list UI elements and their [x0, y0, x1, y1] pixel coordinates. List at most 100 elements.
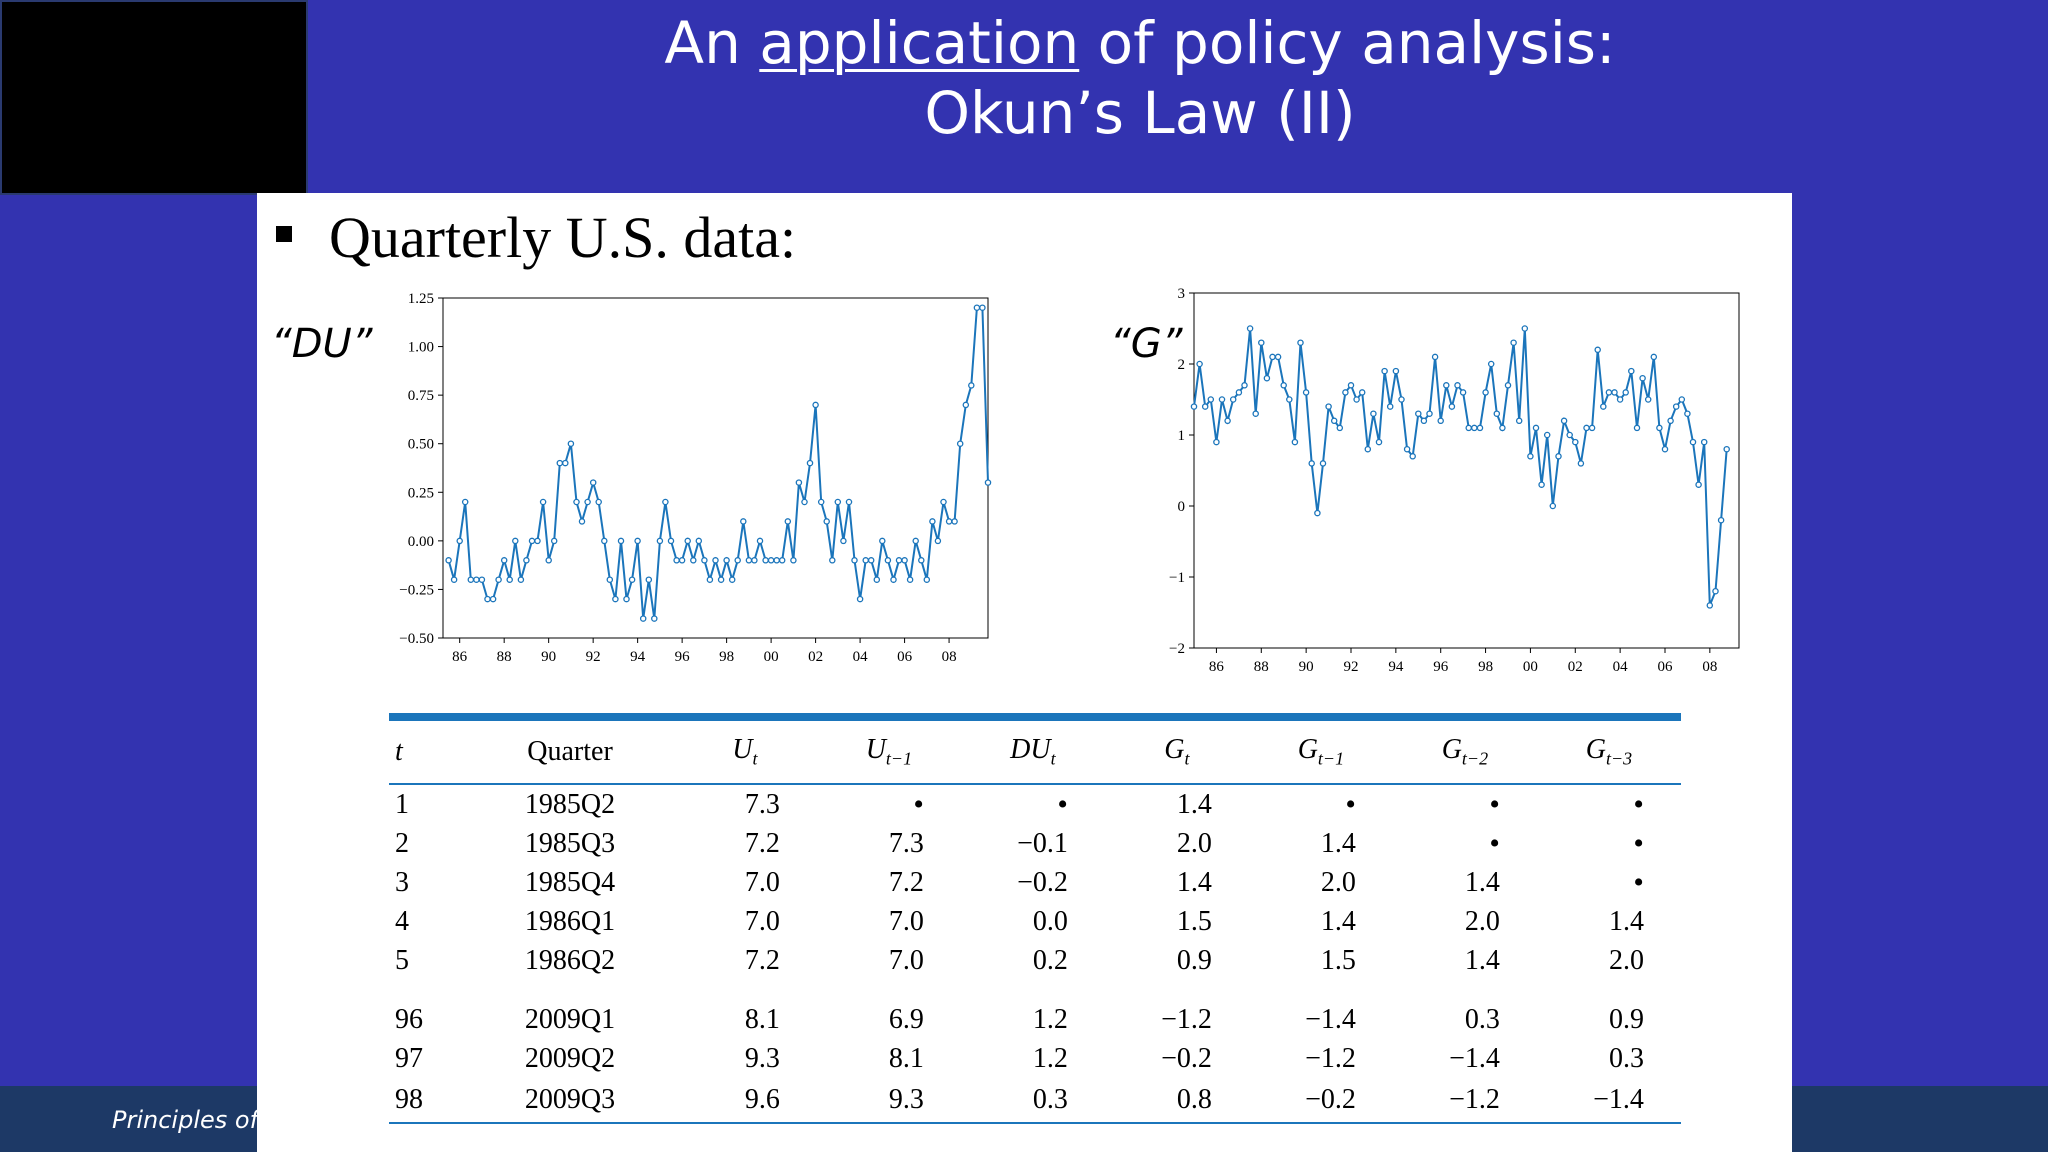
- data-point: [478, 576, 486, 583]
- data-point: [617, 537, 625, 545]
- table-cell: −0.1: [1017, 827, 1068, 859]
- table-cell: •: [1345, 787, 1356, 821]
- data-point: [1280, 382, 1287, 389]
- data-point: [1409, 453, 1416, 460]
- table-cell: 1.4: [1464, 944, 1500, 976]
- data-point: [1319, 460, 1327, 467]
- table-cell: •: [1633, 826, 1644, 860]
- data-point: [595, 498, 602, 506]
- x-tick-label: 04: [853, 649, 869, 665]
- data-point: [1196, 360, 1203, 368]
- table-cell: 1986Q1: [524, 905, 616, 937]
- x-tick-label: 94: [1388, 659, 1404, 675]
- data-point: [695, 537, 703, 545]
- data-point: [840, 537, 847, 545]
- data-point: [717, 576, 725, 583]
- data-point: [539, 498, 547, 506]
- data-point: [1532, 424, 1540, 432]
- data-point: [884, 557, 892, 564]
- table-cell: 98: [389, 1078, 468, 1124]
- webcam-video-box: [0, 0, 308, 195]
- x-tick-label: 04: [1613, 659, 1629, 675]
- data-point: [1437, 417, 1444, 425]
- data-point: [1583, 424, 1590, 432]
- table-cell: 9.3: [744, 1042, 780, 1074]
- data-point: [968, 382, 975, 389]
- data-point: [1297, 339, 1304, 346]
- data-point: [612, 595, 619, 603]
- table-row: 5 1986Q2 7.2 7.0 0.2 0.9 1.5 1.4 2.0: [389, 941, 1681, 980]
- data-point: [645, 576, 653, 583]
- x-tick-label: 88: [1254, 659, 1269, 675]
- x-tick-label: 86: [1209, 659, 1225, 675]
- x-tick-label: 96: [675, 649, 691, 665]
- du-chart-label: “DU”: [271, 321, 373, 367]
- title-application-word: application: [759, 9, 1080, 77]
- data-point: [1510, 339, 1517, 346]
- data-point: [1594, 346, 1601, 354]
- data-point: [1314, 509, 1321, 517]
- data-point: [1706, 602, 1714, 609]
- data-point: [756, 537, 764, 545]
- table-cell: 0.2: [1032, 944, 1068, 976]
- footer-text: Principles of E: [112, 1106, 257, 1134]
- data-point: [1420, 417, 1428, 425]
- data-point: [962, 401, 970, 409]
- x-tick-label: 96: [1433, 659, 1449, 675]
- data-point: [584, 498, 591, 506]
- data-point: [489, 595, 497, 603]
- data-point: [1566, 431, 1573, 439]
- data-point: [956, 440, 964, 447]
- x-tick-label: 08: [1702, 659, 1717, 675]
- data-point: [1487, 360, 1495, 368]
- data-point: [845, 498, 853, 506]
- data-point: [973, 304, 981, 311]
- data-point: [1639, 374, 1646, 382]
- table-cell: 2.0: [1320, 866, 1356, 898]
- g-chart-label: “G”: [1110, 321, 1183, 367]
- table-cell: 7.0: [888, 944, 924, 976]
- data-point: [1482, 389, 1489, 396]
- data-point: [1538, 481, 1545, 488]
- data-point: [1616, 396, 1624, 403]
- col-header-g: Gt: [1164, 734, 1190, 769]
- data-point: [601, 537, 608, 545]
- y-tick-label: −2: [1169, 641, 1185, 657]
- data-point: [634, 537, 641, 545]
- title-line-2: Okun’s Law (II): [924, 79, 1356, 147]
- data-point: [1241, 382, 1248, 389]
- x-tick-label: 98: [1478, 659, 1493, 675]
- data-point: [762, 557, 769, 564]
- data-point: [1572, 438, 1579, 446]
- x-tick-label: 06: [897, 649, 913, 665]
- data-point: [1499, 424, 1506, 432]
- data-point: [1381, 367, 1388, 375]
- data-point: [945, 518, 953, 525]
- table-cell: −1.4: [1305, 1003, 1356, 1035]
- data-point: [1448, 403, 1456, 410]
- data-point: [1353, 396, 1360, 403]
- table-cell: •: [1057, 787, 1068, 821]
- data-point: [1274, 353, 1282, 361]
- data-point: [801, 498, 808, 506]
- data-point: [1269, 353, 1276, 361]
- table-cell: 0.3: [1608, 1042, 1644, 1074]
- data-point: [862, 557, 869, 564]
- g-line-chart: −2 −1 0 1 2 3 86 88 90 92 94 96 98 00 02 04 06 08: [1169, 286, 1740, 675]
- table-cell: 2009Q2: [524, 1042, 616, 1074]
- table-cell: 7.0: [744, 905, 780, 937]
- y-tick-label: −1: [1169, 570, 1185, 586]
- data-point: [806, 459, 814, 467]
- data-point: [1611, 389, 1618, 396]
- data-point: [1656, 424, 1663, 432]
- x-tick-label: 90: [1299, 659, 1314, 675]
- data-point: [1235, 389, 1243, 396]
- data-point: [1684, 410, 1691, 417]
- table-cell: −0.2: [1017, 866, 1068, 898]
- data-point: [773, 557, 780, 564]
- series-line: [1193, 328, 1728, 606]
- data-point: [639, 615, 647, 622]
- data-point: [1600, 403, 1607, 410]
- table-cell: 2: [395, 827, 409, 859]
- data-point: [951, 518, 958, 525]
